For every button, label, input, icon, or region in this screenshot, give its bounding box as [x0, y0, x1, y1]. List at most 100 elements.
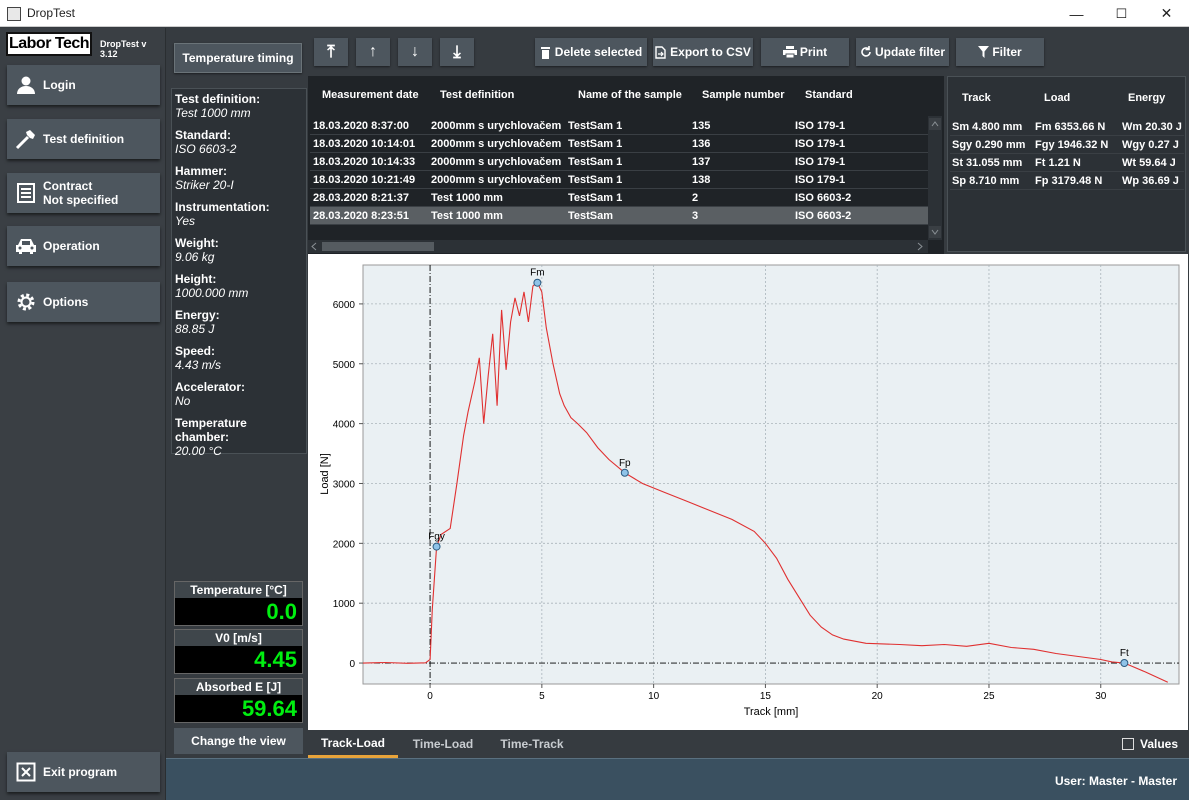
- last-record-button[interactable]: ⤓: [440, 38, 474, 66]
- y-axis-label: Load [N]: [319, 453, 331, 495]
- values-checkbox[interactable]: Values: [1122, 737, 1178, 751]
- exit-program-button[interactable]: Exit program: [7, 752, 160, 792]
- column-header[interactable]: Name of the sample: [578, 89, 682, 101]
- readout-label: Absorbed E [J]: [175, 679, 302, 695]
- table-row[interactable]: 18.03.2020 10:14:33 2000mm s urychlovačem…: [310, 153, 928, 171]
- cell: Sp 8.710 mm: [952, 175, 1020, 187]
- y-tick-label: 3000: [333, 479, 356, 490]
- cell: 28.03.2020 8:23:51: [313, 210, 410, 222]
- info-label: Test definition:: [175, 92, 261, 106]
- update-filter-label: Update filter: [874, 45, 945, 59]
- marker-ft: [1120, 658, 1129, 667]
- window-title: DropTest: [27, 6, 76, 20]
- cell: 18.03.2020 10:21:49: [313, 174, 416, 186]
- app-icon: [7, 7, 21, 21]
- cell: TestSam 1: [568, 120, 623, 132]
- cell: Wgy 0.27 J: [1122, 139, 1179, 151]
- marker-fp: [620, 468, 629, 477]
- table-row[interactable]: 18.03.2020 10:21:49 2000mm s urychlovačem…: [310, 171, 928, 189]
- column-header[interactable]: Test definition: [440, 89, 515, 101]
- options-button[interactable]: Options: [7, 282, 160, 322]
- info-value: 9.06 kg: [175, 250, 215, 264]
- maximize-button[interactable]: ☐: [1115, 5, 1128, 21]
- table-header: Measurement date Test definition Name of…: [308, 76, 944, 116]
- cell: St 31.055 mm: [952, 157, 1023, 169]
- chart-tabs: Track-Load Time-Load Time-Track Values: [308, 730, 1188, 758]
- export-file-icon: [655, 45, 666, 59]
- test-definition-button[interactable]: Test definition: [7, 119, 160, 159]
- next-record-button[interactable]: ↓: [398, 38, 432, 66]
- info-value: 88.85 J: [175, 322, 215, 336]
- login-button[interactable]: Login: [7, 65, 160, 105]
- checkbox-box[interactable]: [1122, 738, 1134, 750]
- info-value: ISO 6603-2: [175, 142, 237, 156]
- cell: ISO 179-1: [795, 156, 846, 168]
- contract-button[interactable]: Contract Not specified: [7, 173, 160, 213]
- change-view-button[interactable]: Change the view: [174, 728, 303, 754]
- y-tick-label: 5000: [333, 360, 356, 371]
- test-info-panel: Test definition: Test 1000 mm Standard: …: [171, 88, 307, 458]
- readout-value: 59.64: [241, 696, 297, 721]
- column-header[interactable]: Standard: [805, 89, 853, 101]
- table-vertical-scrollbar[interactable]: [928, 116, 942, 240]
- info-label: Temperature chamber:: [175, 416, 247, 444]
- marker-fm: [533, 278, 542, 287]
- print-button[interactable]: Print: [761, 38, 849, 66]
- cell: 18.03.2020 10:14:01: [313, 138, 416, 150]
- tab-time-track[interactable]: Time-Track: [500, 737, 564, 751]
- y-tick-label: 0: [349, 659, 355, 670]
- contract-label: Contract: [43, 179, 93, 193]
- operation-button[interactable]: Operation: [7, 226, 160, 266]
- column-header[interactable]: Measurement date: [322, 89, 419, 101]
- refresh-icon: [861, 46, 871, 57]
- measurements-table: Measurement date Test definition Name of…: [308, 76, 944, 254]
- cell: 137: [692, 156, 711, 168]
- info-label: Hammer:: [175, 164, 228, 178]
- marker-label: Fgy: [428, 532, 445, 543]
- tab-track-load[interactable]: Track-Load: [308, 730, 398, 758]
- table-row[interactable]: 18.03.2020 8:37:00 2000mm s urychlovačem T…: [310, 117, 928, 135]
- funnel-icon: [978, 46, 990, 58]
- cell: Test 1000 mm: [431, 210, 503, 222]
- hammer-icon: [9, 128, 43, 150]
- info-label: Height:: [175, 272, 217, 286]
- info-value: Striker 20-I: [175, 178, 234, 192]
- delete-selected-button[interactable]: Delete selected: [535, 38, 647, 66]
- cell: Sm 4.800 mm: [952, 121, 1023, 133]
- column-header[interactable]: Sample number: [702, 89, 785, 101]
- values-label: Values: [1140, 737, 1179, 751]
- info-label: Instrumentation:: [175, 200, 270, 214]
- contract-sub-label: Not specified: [43, 193, 119, 207]
- minimize-button[interactable]: —: [1069, 5, 1084, 22]
- info-value: Yes: [175, 214, 196, 228]
- x-tick-label: 0: [427, 691, 433, 702]
- marker-fgy: [432, 542, 441, 551]
- table-row-selected[interactable]: 28.03.2020 8:23:51 Test 1000 mm TestSam 3 IS…: [310, 207, 928, 225]
- cell: 28.03.2020 8:21:37: [313, 192, 410, 204]
- marker-label: Fp: [619, 458, 631, 469]
- tab-time-load[interactable]: Time-Load: [412, 737, 474, 751]
- update-filter-button[interactable]: Update filter: [856, 38, 949, 66]
- info-label: Speed:: [175, 344, 216, 358]
- table-row[interactable]: 28.03.2020 8:21:37 Test 1000 mm TestSam 1 2…: [310, 189, 928, 207]
- operation-label: Operation: [43, 239, 100, 253]
- table-horizontal-scrollbar[interactable]: [308, 240, 928, 253]
- temperature-timing-button[interactable]: Temperature timing: [174, 43, 302, 73]
- close-button[interactable]: ✕: [1160, 5, 1173, 21]
- track-load-chart[interactable]: 0 1000 2000 3000 4000 5000 6000 0 5 10 15 20 25 30 Fg…: [308, 254, 1188, 730]
- table-row[interactable]: 18.03.2020 10:14:01 2000mm s urychlovačem…: [310, 135, 928, 153]
- filter-button[interactable]: Filter: [956, 38, 1044, 66]
- y-tick-label: 4000: [333, 420, 356, 431]
- center-column: Temperature timing Test definition: Test…: [166, 28, 308, 758]
- export-csv-button[interactable]: Export to CSV: [653, 38, 753, 66]
- cell: Ft 1.21 N: [1035, 157, 1081, 169]
- info-value: 20.00 °C: [175, 444, 222, 458]
- results-row: St 31.055 mm Ft 1.21 N Wt 59.64 J: [950, 154, 1184, 172]
- first-record-button[interactable]: ⤒: [314, 38, 348, 66]
- version-label: DropTest v 3.12: [100, 39, 147, 59]
- x-tick-label: 20: [872, 691, 884, 702]
- previous-record-button[interactable]: ↑: [356, 38, 390, 66]
- printer-icon: [782, 46, 797, 58]
- x-tick-label: 5: [539, 691, 545, 702]
- cell: ISO 179-1: [795, 120, 846, 132]
